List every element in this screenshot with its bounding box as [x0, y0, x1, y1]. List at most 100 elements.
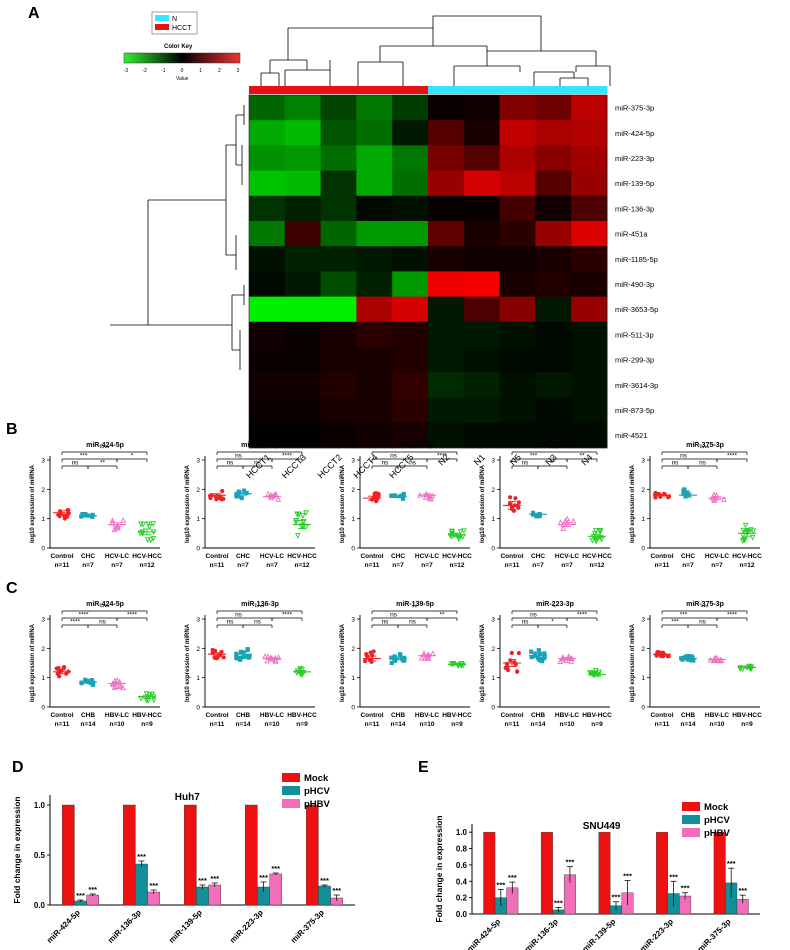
heatmap-cell: [284, 246, 322, 272]
sig-label: ns: [409, 619, 417, 626]
data-point: [150, 521, 157, 527]
group-n-label: n=11: [655, 562, 670, 569]
data-point: [137, 530, 144, 537]
data-point: [534, 513, 539, 519]
data-point: [542, 654, 547, 659]
sig-label: ***: [80, 453, 88, 460]
y-tick-label: 2: [491, 487, 495, 494]
data-point: [568, 658, 574, 664]
heatmap-cell: [463, 372, 501, 398]
data-point: [65, 507, 70, 513]
category-label: miR-223-3p: [638, 917, 675, 950]
data-point: [503, 665, 508, 670]
scatter-plot-3: miR-139-5p 0 1 2 3 log10 expression of miRNA C…: [340, 442, 472, 569]
significance-stars: ***: [88, 885, 97, 894]
sig-label: ns: [680, 453, 688, 460]
significance-stars: ***: [332, 886, 341, 895]
heatmap-cell: [463, 422, 501, 449]
y-tick-label: 3: [351, 458, 355, 465]
heatmap-row-label: miR-490-3p: [615, 280, 654, 289]
data-point: [120, 517, 126, 523]
heatmap-cell: [284, 347, 322, 373]
bar-mock: [62, 804, 75, 906]
group-n-label: n=11: [505, 721, 520, 728]
heatmap-cell: [571, 422, 608, 449]
sig-label: ns: [235, 612, 243, 619]
y-tick-label: 0.2: [456, 894, 468, 903]
plot-title: miR-136-3p: [241, 601, 279, 608]
heatmap-cell: [284, 145, 322, 172]
sig-label: ****: [727, 453, 738, 460]
heatmap-cell: [428, 296, 465, 323]
y-tick-label: 0.5: [34, 851, 46, 860]
significance-stars: ***: [623, 871, 632, 880]
heatmap-cell: [535, 422, 572, 449]
plot-title: miR-223-3p: [536, 601, 574, 608]
data-point: [150, 536, 157, 542]
legend-label-mock: Mock: [304, 773, 329, 784]
color-key-tick: 3: [237, 68, 240, 74]
category-label: miR-136-3p: [523, 917, 560, 950]
significance-stars: ***: [149, 881, 158, 890]
sig-label: ns: [254, 460, 262, 467]
heatmap-cell: [571, 170, 608, 197]
sig-label: ****: [282, 612, 293, 619]
data-point: [563, 657, 569, 664]
category-label: miR-375-3p: [696, 917, 733, 950]
legend-label-mock: Mock: [704, 802, 729, 813]
sig-label: *: [553, 605, 556, 612]
heatmap-cell: [428, 120, 465, 146]
y-tick-label: 0.6: [456, 861, 468, 870]
data-point: [389, 660, 394, 666]
y-axis-label: log10 expression of miRNA: [185, 623, 191, 702]
group-label: Control: [205, 553, 228, 560]
data-point: [220, 488, 225, 494]
scatter-plot-2: miR-136-3p 0 1 2 3 log10 expression of miRNA C…: [185, 442, 317, 569]
bar-mock: [713, 831, 726, 915]
y-tick-label: 0: [491, 705, 495, 712]
color-key-xlabel: Value: [176, 76, 189, 82]
heatmap-cell: [284, 170, 322, 197]
heatmap-cell: [356, 145, 393, 172]
group-n-label: n=12: [140, 562, 155, 569]
data-point: [236, 494, 241, 499]
heatmap-cell: [463, 397, 501, 424]
y-tick-label: 2: [41, 646, 45, 653]
heatmap-cell: [571, 347, 608, 373]
y-tick-label: 0: [41, 705, 45, 712]
heatmap-cell: [499, 95, 536, 121]
y-tick-label: 3: [41, 617, 45, 624]
sig-label: ****: [282, 453, 293, 460]
heatmap-row-label: miR-3614-3p: [615, 381, 658, 390]
sig-label: ****: [127, 612, 138, 619]
heatmap-cell: [428, 321, 465, 348]
data-point: [234, 494, 239, 499]
heatmap-cell: [284, 120, 322, 146]
heatmap-cell: [463, 95, 501, 121]
sig-label: ns: [382, 619, 390, 626]
data-point: [530, 510, 536, 515]
significance-stars: ***: [198, 876, 207, 885]
heatmap-cell: [249, 296, 286, 323]
y-tick-label: 0: [41, 546, 45, 553]
row-dendrogram: [110, 105, 245, 370]
heatmap-cell: [320, 246, 357, 272]
sig-label: ***: [530, 453, 538, 460]
significance-stars: ***: [259, 873, 268, 882]
heatmap-cell: [249, 246, 286, 272]
bar-mock: [656, 831, 669, 915]
y-tick-label: 0: [196, 546, 200, 553]
y-tick-label: 1: [491, 675, 495, 682]
heatmap-cell: [392, 195, 429, 222]
sig-label: ****: [727, 612, 738, 619]
significance-stars: ***: [669, 872, 678, 881]
heatmap-cell: [463, 145, 501, 172]
group-n-label: n=9: [141, 721, 153, 728]
significance-stars: ***: [496, 880, 505, 889]
data-point: [262, 652, 268, 659]
group-label: Control: [650, 712, 673, 719]
group-n-label: n=7: [111, 562, 123, 569]
data-point: [245, 654, 250, 659]
data-point: [272, 657, 279, 664]
heatmap-cell: [249, 321, 286, 348]
